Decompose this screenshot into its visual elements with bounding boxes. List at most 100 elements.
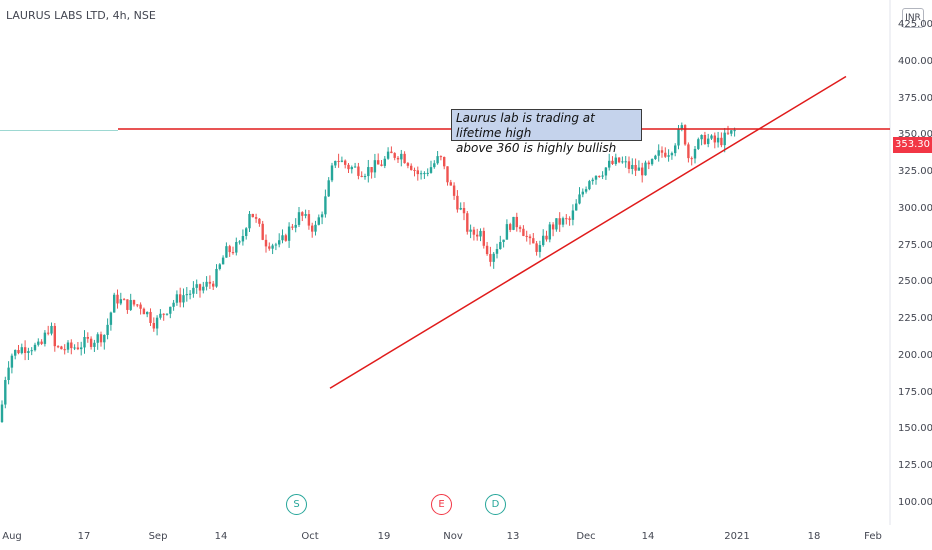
candle-body [314, 224, 317, 232]
candle-body [215, 268, 218, 287]
candle-body [492, 253, 495, 262]
time-tick-label: 14 [641, 531, 655, 542]
ascending-trend-line[interactable] [329, 75, 847, 389]
candle-body [482, 230, 485, 246]
candle-body [601, 175, 604, 177]
candle-body [258, 218, 261, 224]
candle-body [50, 325, 53, 334]
price-tick-label: 100.00 [898, 496, 932, 508]
candle-body [126, 299, 129, 310]
candle-body [245, 228, 248, 237]
event-marker-dividend[interactable]: D [485, 494, 506, 515]
candle-body [433, 163, 436, 168]
candle-body [165, 313, 169, 315]
candle-body [175, 294, 179, 303]
candle-body [10, 355, 14, 368]
candle-body [443, 156, 446, 167]
candle-body [195, 284, 198, 288]
candle-body [548, 224, 551, 240]
candle-body [657, 150, 660, 156]
candle-body [221, 257, 225, 265]
candle-body [419, 173, 423, 175]
candle-body [373, 160, 377, 173]
candle-body [268, 246, 271, 249]
candle-body [37, 341, 40, 345]
candle-body [558, 218, 561, 225]
candle-body [192, 287, 195, 294]
candle-body [528, 236, 532, 239]
candle-body [575, 203, 578, 211]
candle-body [644, 162, 647, 176]
price-tick-label: 425.00 [898, 19, 932, 30]
candle-body [205, 281, 208, 287]
candle-body [660, 150, 664, 153]
candle-body [617, 157, 621, 163]
candle-body [452, 185, 456, 196]
candle-body [390, 151, 393, 154]
symbol-title[interactable]: LAURUS LABS LTD, 4h, NSE [6, 9, 156, 22]
candle-body [568, 218, 571, 220]
candle-body [733, 130, 736, 132]
candle-body [109, 312, 113, 325]
candle-body [182, 295, 185, 303]
candle-body [7, 367, 10, 381]
candle-body [525, 235, 528, 237]
candle-body [459, 208, 462, 210]
candle-body [650, 159, 654, 165]
candle-body [40, 341, 43, 344]
candle-body [426, 172, 429, 174]
price-tick-label: 125.00 [898, 460, 932, 472]
candle-body [621, 161, 624, 163]
candle-body [179, 294, 182, 303]
candle-body [198, 284, 202, 291]
candle-body [340, 160, 344, 162]
price-tick-label: 250.00 [898, 276, 932, 288]
candle-body [324, 196, 327, 215]
text-annotation[interactable]: Laurus lab is trading at lifetime high a… [451, 109, 642, 155]
candle-body [730, 130, 733, 134]
annotation-line-2: above 360 is highly bullish [456, 141, 617, 155]
candle-body [535, 243, 538, 252]
candle-body [608, 160, 611, 168]
candle-body [56, 346, 60, 348]
candle-body [231, 252, 235, 254]
candle-body [208, 281, 212, 284]
price-tick-label: 175.00 [898, 386, 932, 398]
time-tick-label: Aug [2, 531, 22, 542]
event-marker-split[interactable]: S [286, 494, 307, 515]
time-tick-label: 2021 [724, 531, 750, 542]
time-tick-label: Nov [443, 531, 463, 542]
candle-body [218, 264, 221, 269]
time-tick-label: 17 [77, 531, 91, 542]
candle-body [83, 336, 86, 348]
price-tick-label: 225.00 [898, 313, 932, 325]
candle-body [578, 194, 581, 204]
candle-body [380, 164, 383, 166]
candle-body [188, 293, 192, 295]
currency-button[interactable]: INR [902, 8, 924, 28]
candle-body [103, 334, 106, 343]
candle-body [185, 294, 188, 296]
candle-body [334, 160, 337, 166]
candle-body [99, 334, 103, 343]
time-tick-label: 14 [214, 531, 228, 542]
candle-body [716, 137, 720, 143]
candle-body [466, 213, 469, 232]
candle-body [542, 235, 545, 246]
candlestick-series [0, 122, 736, 423]
candle-body [515, 216, 518, 228]
candle-body [532, 238, 535, 244]
candle-body [70, 342, 73, 349]
candle-body [545, 235, 548, 240]
event-marker-earnings[interactable]: E [431, 494, 452, 515]
candle-body [291, 226, 294, 228]
candle-body [43, 332, 47, 344]
candle-body [155, 317, 159, 329]
candle-body [14, 349, 17, 356]
candle-body [367, 167, 370, 177]
candle-body [710, 135, 713, 139]
candle-body [0, 404, 4, 423]
candle-body [538, 245, 542, 252]
candle-body [561, 218, 565, 225]
